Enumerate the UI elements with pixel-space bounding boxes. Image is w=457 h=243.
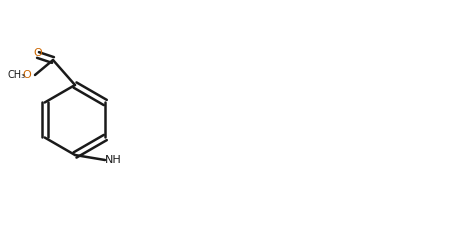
Text: O: O (34, 48, 43, 58)
Text: CH₃: CH₃ (8, 70, 26, 80)
Text: NH: NH (105, 155, 122, 165)
Text: O: O (23, 70, 32, 80)
